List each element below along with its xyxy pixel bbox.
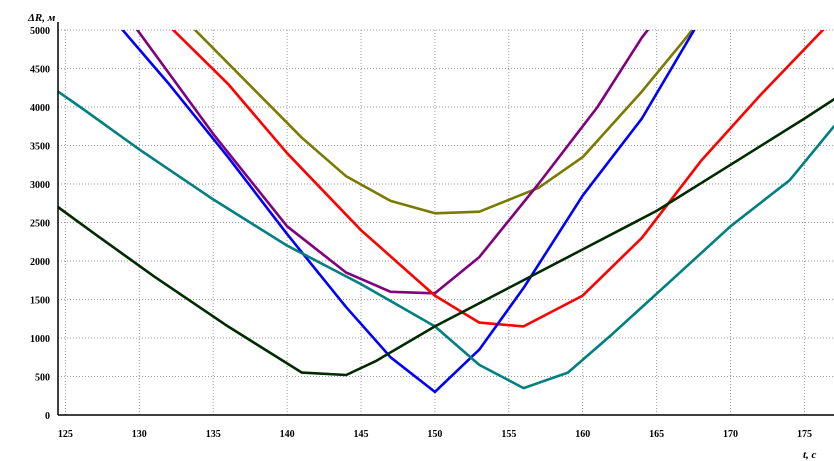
x-axis-label: t, c — [803, 449, 817, 461]
series-group — [58, 30, 834, 394]
x-tick-label: 155 — [501, 429, 516, 440]
tick-labels: 125 130 135 140 145 150 155 160 165 170 175 0 500 100… — [30, 26, 812, 440]
x-tick-label: 130 — [132, 429, 147, 440]
grid — [58, 29, 834, 415]
y-tick-label: 5000 — [30, 26, 50, 37]
series-line-4 — [120, 30, 696, 394]
y-tick-label: 500 — [35, 373, 50, 384]
x-tick-label: 140 — [280, 429, 295, 440]
series-line-5 — [58, 90, 834, 390]
y-tick-label: 2500 — [30, 219, 50, 230]
series-line-6 — [58, 98, 834, 377]
x-tick-label: 145 — [354, 429, 369, 440]
series-line-1 — [193, 30, 694, 215]
y-tick-label: 2000 — [30, 257, 50, 268]
y-tick-label: 1500 — [30, 296, 50, 307]
series-line-2 — [135, 30, 650, 295]
series-line-3 — [171, 30, 825, 328]
x-tick-label: 170 — [723, 429, 738, 440]
y-tick-label: 4500 — [30, 65, 50, 76]
y-tick-label: 3500 — [30, 142, 50, 153]
axes — [57, 22, 834, 416]
y-tick-label: 1000 — [30, 334, 50, 345]
y-tick-label: 0 — [45, 411, 50, 422]
x-tick-label: 165 — [649, 429, 664, 440]
y-tick-label: 4000 — [30, 103, 50, 114]
x-tick-label: 175 — [797, 429, 812, 440]
y-tick-label: 3000 — [30, 180, 50, 191]
y-axis-label: ΔR, м — [27, 12, 56, 24]
x-tick-label: 160 — [575, 429, 590, 440]
x-tick-label: 135 — [206, 429, 221, 440]
x-tick-label: 150 — [427, 429, 442, 440]
x-tick-label: 125 — [58, 429, 73, 440]
